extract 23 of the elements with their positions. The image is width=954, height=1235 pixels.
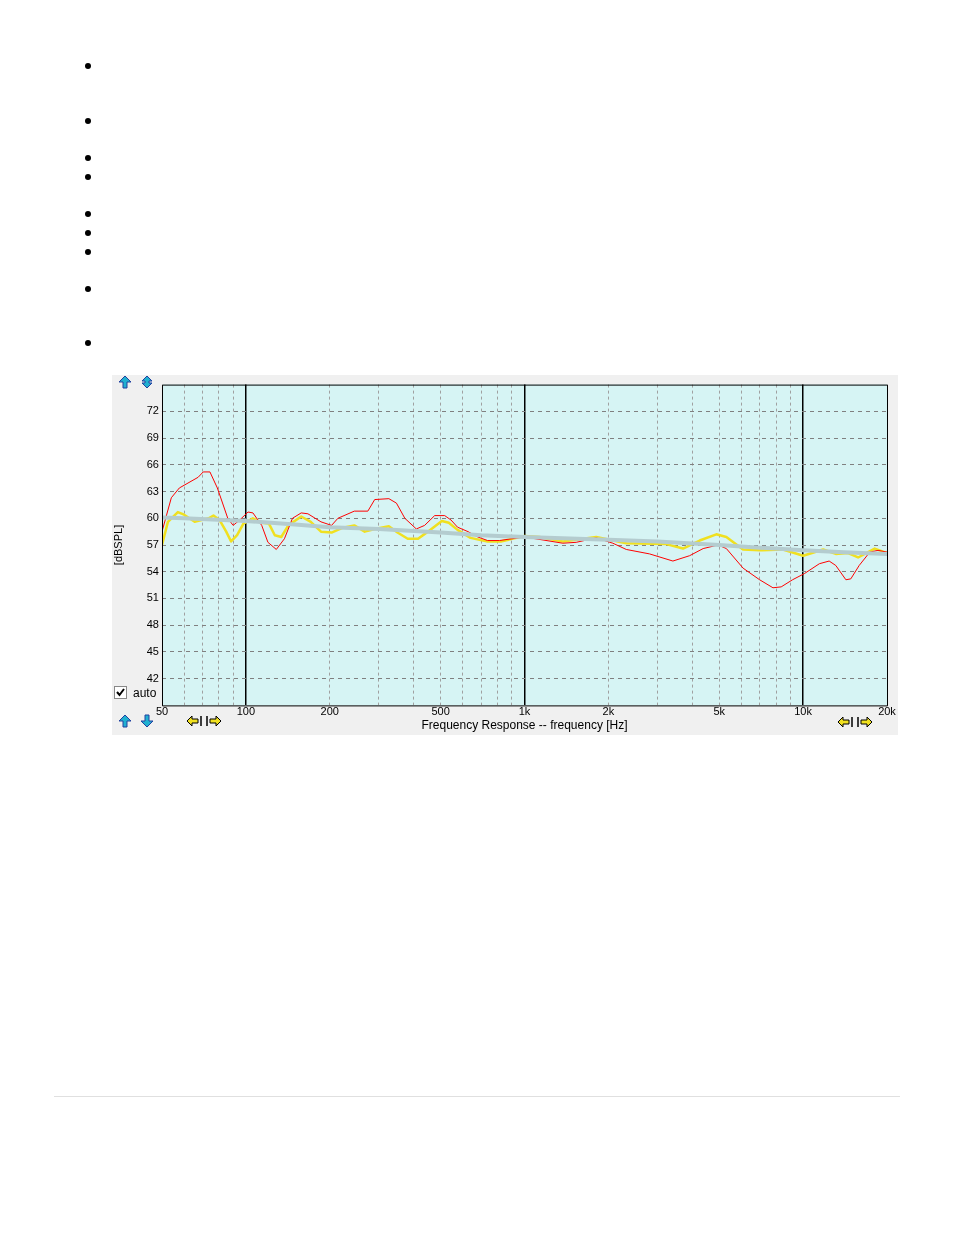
y-tick-label: 66	[146, 457, 159, 470]
y-tick-label: 51	[146, 591, 159, 604]
text: auto	[133, 686, 157, 700]
x-axis-title: Frequency Response -- frequency [Hz]	[421, 718, 628, 733]
x-tick-label: 200	[320, 705, 339, 718]
y-tick-label: 48	[146, 618, 159, 631]
x-tick-label: 5k	[713, 705, 726, 718]
x-tick-label: 10k	[794, 705, 813, 718]
y-tick-label: 72	[146, 404, 159, 417]
y-tick-label: 54	[146, 564, 159, 577]
x-tick-label: 50	[155, 705, 169, 718]
x-tick-label: 1k	[518, 705, 531, 718]
y-tick-label: 69	[146, 431, 159, 444]
y-tick-label: 57	[146, 538, 159, 551]
y-tick-label: 45	[146, 644, 159, 657]
y-tick-label: 60	[146, 511, 159, 524]
y-tick-label: 63	[146, 484, 159, 497]
x-tick-label: 2k	[602, 705, 615, 718]
y-tick-label: 42	[146, 671, 159, 684]
x-tick-label: 500	[431, 705, 450, 718]
x-tick-label: 20k	[878, 705, 897, 718]
y-axis-title: [dBSPL]	[111, 524, 124, 566]
x-tick-label: 100	[236, 705, 256, 718]
